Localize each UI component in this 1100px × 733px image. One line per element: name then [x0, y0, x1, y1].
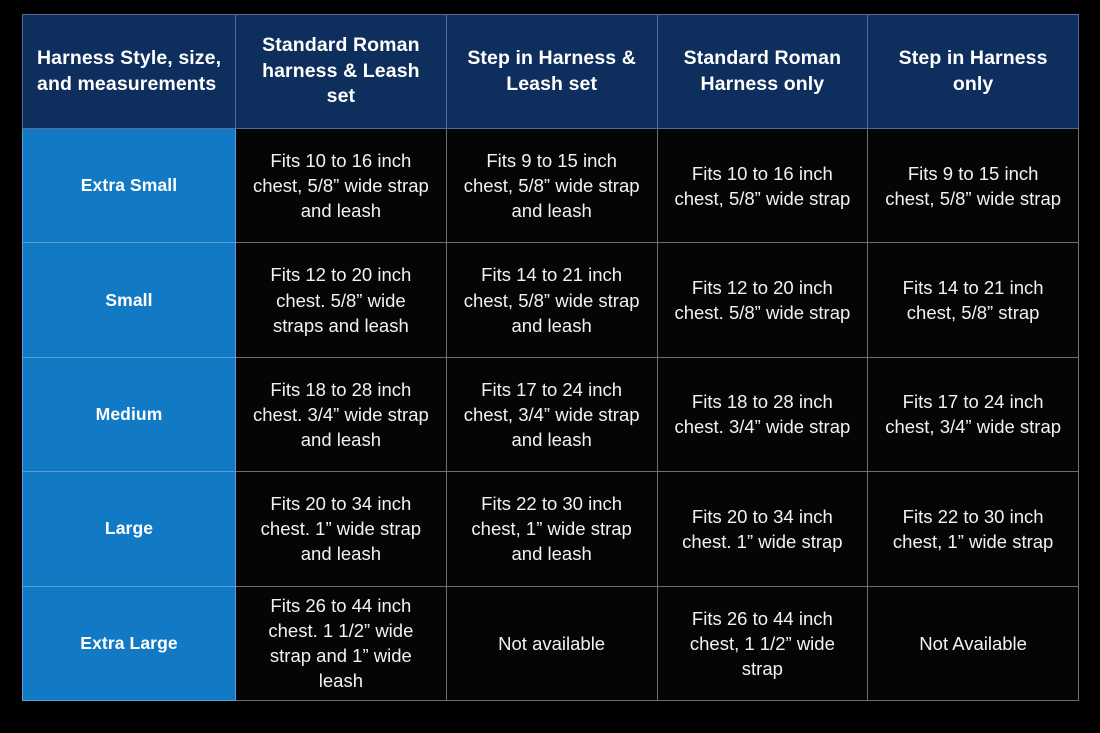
- cell-small-step-in-only: Fits 14 to 21 inch chest, 5/8” strap: [867, 242, 1079, 358]
- table-body: Extra Small Fits 10 to 16 inch chest, 5/…: [22, 127, 1079, 701]
- cell-medium-standard-roman-set: Fits 18 to 28 inch chest. 3/4” wide stra…: [235, 356, 447, 473]
- size-label-large: Large: [22, 471, 236, 587]
- size-label-medium: Medium: [22, 356, 236, 473]
- cell-small-standard-roman-set: Fits 12 to 20 inch chest. 5/8” wide stra…: [235, 242, 447, 358]
- harness-size-table: Harness Style, size, and measurements St…: [22, 14, 1079, 701]
- cell-small-step-in-set: Fits 14 to 21 inch chest, 5/8” wide stra…: [445, 242, 658, 358]
- cell-large-step-in-set: Fits 22 to 30 inch chest, 1” wide strap …: [445, 471, 658, 587]
- cell-large-standard-roman-set: Fits 20 to 34 inch chest. 1” wide strap …: [235, 471, 447, 587]
- table-row: Large Fits 20 to 34 inch chest. 1” wide …: [22, 471, 1079, 587]
- size-label-small: Small: [22, 242, 236, 358]
- column-header-step-in-harness-only: Step in Harness only: [867, 14, 1079, 129]
- cell-extra-large-standard-roman-set: Fits 26 to 44 inch chest. 1 1/2” wide st…: [235, 585, 447, 701]
- table-row: Medium Fits 18 to 28 inch chest. 3/4” wi…: [22, 356, 1079, 473]
- size-label-extra-small: Extra Small: [22, 127, 236, 244]
- size-chart-container: Harness Style, size, and measurements St…: [22, 14, 1079, 701]
- table-row: Small Fits 12 to 20 inch chest. 5/8” wid…: [22, 242, 1079, 358]
- table-row: Extra Large Fits 26 to 44 inch chest. 1 …: [22, 585, 1079, 701]
- cell-extra-large-standard-roman-only: Fits 26 to 44 inch chest, 1 1/2” wide st…: [656, 585, 869, 701]
- column-header-standard-roman-harness-only: Standard Roman Harness only: [656, 14, 869, 129]
- column-header-standard-roman-harness-leash-set: Standard Roman harness & Leash set: [235, 14, 447, 129]
- cell-extra-large-step-in-only: Not Available: [867, 585, 1079, 701]
- cell-medium-standard-roman-only: Fits 18 to 28 inch chest. 3/4” wide stra…: [656, 356, 869, 473]
- cell-small-standard-roman-only: Fits 12 to 20 inch chest. 5/8” wide stra…: [656, 242, 869, 358]
- cell-medium-step-in-set: Fits 17 to 24 inch chest, 3/4” wide stra…: [445, 356, 658, 473]
- table-row: Extra Small Fits 10 to 16 inch chest, 5/…: [22, 127, 1079, 244]
- table-header: Harness Style, size, and measurements St…: [22, 14, 1079, 129]
- cell-extra-small-standard-roman-set: Fits 10 to 16 inch chest, 5/8” wide stra…: [235, 127, 447, 244]
- cell-extra-large-step-in-set: Not available: [445, 585, 658, 701]
- cell-large-standard-roman-only: Fits 20 to 34 inch chest. 1” wide strap: [656, 471, 869, 587]
- header-row: Harness Style, size, and measurements St…: [22, 14, 1079, 129]
- cell-extra-small-step-in-set: Fits 9 to 15 inch chest, 5/8” wide strap…: [445, 127, 658, 244]
- cell-large-step-in-only: Fits 22 to 30 inch chest, 1” wide strap: [867, 471, 1079, 587]
- size-label-extra-large: Extra Large: [22, 585, 236, 701]
- column-header-step-in-harness-leash-set: Step in Harness & Leash set: [445, 14, 658, 129]
- cell-extra-small-step-in-only: Fits 9 to 15 inch chest, 5/8” wide strap: [867, 127, 1079, 244]
- cell-medium-step-in-only: Fits 17 to 24 inch chest, 3/4” wide stra…: [867, 356, 1079, 473]
- column-header-style-size-measurements: Harness Style, size, and measurements: [22, 14, 236, 129]
- cell-extra-small-standard-roman-only: Fits 10 to 16 inch chest, 5/8” wide stra…: [656, 127, 869, 244]
